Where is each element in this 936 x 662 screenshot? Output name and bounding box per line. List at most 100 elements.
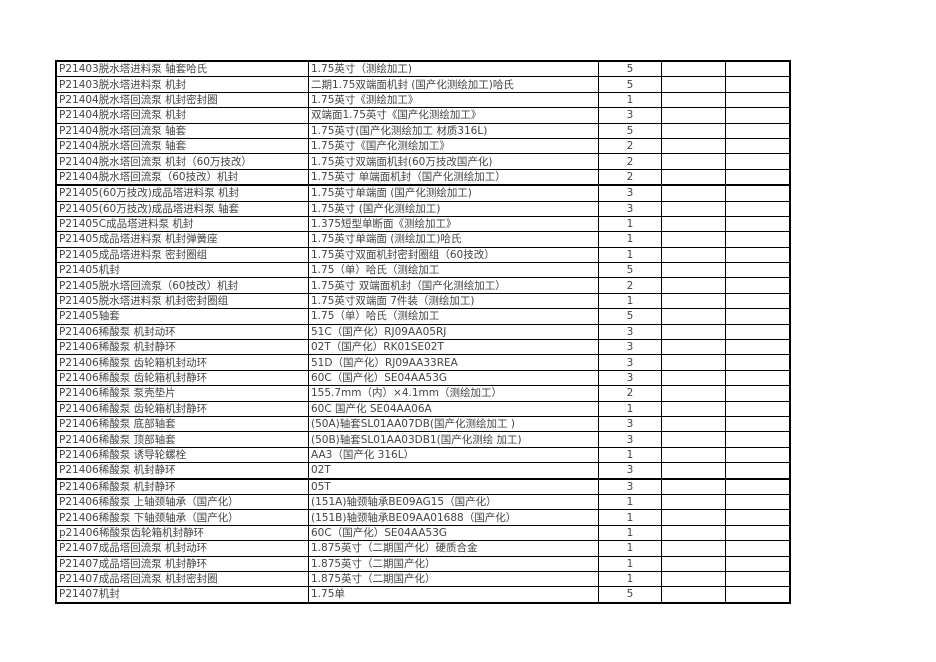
- empty-cell[interactable]: [661, 493, 726, 511]
- empty-cell[interactable]: [725, 354, 791, 371]
- part-name-cell[interactable]: P21407成品塔回流泵 机封动环: [55, 540, 309, 557]
- part-name-cell[interactable]: P21406稀酸泵 齿轮箱机封动环: [55, 354, 309, 371]
- empty-cell[interactable]: [661, 570, 726, 588]
- part-name-cell[interactable]: P21406稀酸泵 诱导轮螺栓: [55, 446, 309, 464]
- quantity-cell[interactable]: 2: [598, 277, 662, 294]
- spec-cell[interactable]: 1.75英寸(国产化测绘加工 材质316L): [308, 122, 599, 139]
- empty-cell[interactable]: [725, 215, 791, 233]
- part-name-cell[interactable]: P21405(60万技改)成品塔进料泵 机封: [55, 184, 309, 202]
- empty-cell[interactable]: [725, 277, 791, 294]
- empty-cell[interactable]: [725, 60, 791, 78]
- empty-cell[interactable]: [661, 354, 726, 371]
- part-name-cell[interactable]: P21404脱水塔回流泵 机封（60万技改）: [55, 153, 309, 170]
- empty-cell[interactable]: [725, 153, 791, 170]
- quantity-cell[interactable]: 1: [598, 446, 662, 464]
- empty-cell[interactable]: [661, 60, 726, 78]
- empty-cell[interactable]: [661, 184, 726, 202]
- part-name-cell[interactable]: P21406稀酸泵 齿轮箱机封静环: [55, 369, 309, 387]
- part-name-cell[interactable]: P21405轴套: [55, 308, 309, 325]
- empty-cell[interactable]: [725, 462, 791, 480]
- part-name-cell[interactable]: P21406稀酸泵 下轴颈轴承（国产化）: [55, 509, 309, 526]
- spec-cell[interactable]: 60C 国产化 SE04AA06A: [308, 400, 599, 417]
- part-name-cell[interactable]: P21405脱水塔回流泵（60技改）机封: [55, 277, 309, 294]
- spec-cell[interactable]: 1.75英寸 (国产化测绘加工): [308, 200, 599, 217]
- spec-cell[interactable]: 1.75英寸单端面 (测绘加工)哈氏: [308, 231, 599, 248]
- spec-cell[interactable]: 1.75英寸双面机封密封圈组（60技改）: [308, 246, 599, 264]
- empty-cell[interactable]: [725, 400, 791, 417]
- part-name-cell[interactable]: P21407机封: [55, 586, 309, 604]
- empty-cell[interactable]: [725, 586, 791, 604]
- empty-cell[interactable]: [661, 509, 726, 526]
- empty-cell[interactable]: [725, 369, 791, 387]
- part-name-cell[interactable]: P21405脱水塔进料泵 机封密封圈组: [55, 292, 309, 310]
- quantity-cell[interactable]: 3: [598, 477, 662, 495]
- quantity-cell[interactable]: 3: [598, 339, 662, 356]
- empty-cell[interactable]: [725, 246, 791, 264]
- part-name-cell[interactable]: P21405成品塔进料泵 机封弹簧座: [55, 231, 309, 248]
- empty-cell[interactable]: [661, 446, 726, 464]
- spec-cell[interactable]: 1.875英寸（二期国产化）: [308, 570, 599, 588]
- empty-cell[interactable]: [725, 446, 791, 464]
- quantity-cell[interactable]: 3: [598, 323, 662, 341]
- spec-cell[interactable]: 51C（国产化）RJ09AA05RJ: [308, 323, 599, 341]
- spec-cell[interactable]: 1.75英寸《测绘加工》: [308, 91, 599, 109]
- spec-cell[interactable]: 1.75英寸 双端面机封（国产化测绘加工）: [308, 277, 599, 294]
- empty-cell[interactable]: [661, 431, 726, 448]
- empty-cell[interactable]: [661, 91, 726, 109]
- spec-cell[interactable]: 1.75英寸双端面机封(60万技改国产化): [308, 153, 599, 170]
- empty-cell[interactable]: [725, 431, 791, 448]
- empty-cell[interactable]: [725, 292, 791, 310]
- part-name-cell[interactable]: P21406稀酸泵 机封静环: [55, 477, 309, 495]
- spec-cell[interactable]: 02T（国产化）RK01SE02T: [308, 339, 599, 356]
- quantity-cell[interactable]: 3: [598, 354, 662, 371]
- spec-cell[interactable]: 双端面1.75英寸《国产化测绘加工》: [308, 107, 599, 124]
- spec-cell[interactable]: (50A)轴套SL01AA07DB(国产化测绘加工 ): [308, 415, 599, 433]
- empty-cell[interactable]: [725, 415, 791, 433]
- empty-cell[interactable]: [725, 339, 791, 356]
- part-name-cell[interactable]: P21403脱水塔进料泵 轴套哈氏: [55, 60, 309, 78]
- spec-cell[interactable]: 1.75英寸双端面 7件装（测绘加工): [308, 292, 599, 310]
- empty-cell[interactable]: [661, 153, 726, 170]
- empty-cell[interactable]: [661, 415, 726, 433]
- part-name-cell[interactable]: P21407成品塔回流泵 机封密封圈: [55, 570, 309, 588]
- quantity-cell[interactable]: 1: [598, 215, 662, 233]
- empty-cell[interactable]: [661, 385, 726, 402]
- part-name-cell[interactable]: P21405成品塔进料泵 密封圈组: [55, 246, 309, 264]
- quantity-cell[interactable]: 2: [598, 385, 662, 402]
- part-name-cell[interactable]: P21407成品塔回流泵 机封静环: [55, 555, 309, 572]
- empty-cell[interactable]: [661, 323, 726, 341]
- empty-cell[interactable]: [661, 137, 726, 155]
- part-name-cell[interactable]: p21406稀酸泵齿轮箱机封静环: [55, 524, 309, 542]
- quantity-cell[interactable]: 3: [598, 462, 662, 480]
- quantity-cell[interactable]: 1: [598, 509, 662, 526]
- quantity-cell[interactable]: 3: [598, 200, 662, 217]
- spec-cell[interactable]: 二期1.75双端面机封 (国产化测绘加工)哈氏: [308, 76, 599, 93]
- quantity-cell[interactable]: 1: [598, 91, 662, 109]
- spec-cell[interactable]: 51D（国产化）RJ09AA33REA: [308, 354, 599, 371]
- part-name-cell[interactable]: P21406稀酸泵 上轴颈轴承（国产化）: [55, 493, 309, 511]
- quantity-cell[interactable]: 1: [598, 246, 662, 264]
- spec-cell[interactable]: 02T: [308, 462, 599, 480]
- quantity-cell[interactable]: 1: [598, 570, 662, 588]
- part-name-cell[interactable]: P21404脱水塔回流泵（60技改）机封: [55, 168, 309, 186]
- part-name-cell[interactable]: P21404脱水塔回流泵 轴套: [55, 137, 309, 155]
- empty-cell[interactable]: [725, 477, 791, 495]
- quantity-cell[interactable]: 3: [598, 107, 662, 124]
- empty-cell[interactable]: [661, 262, 726, 279]
- part-name-cell[interactable]: P21406稀酸泵 机封动环: [55, 323, 309, 341]
- part-name-cell[interactable]: P21406稀酸泵 顶部轴套: [55, 431, 309, 448]
- spec-cell[interactable]: 1.875英寸（二期国产化）: [308, 555, 599, 572]
- spec-cell[interactable]: 1.75英寸单端面 (国产化测绘加工): [308, 184, 599, 202]
- spec-cell[interactable]: 1.75英寸《国产化测绘加工》: [308, 137, 599, 155]
- empty-cell[interactable]: [661, 122, 726, 139]
- quantity-cell[interactable]: 1: [598, 540, 662, 557]
- empty-cell[interactable]: [661, 246, 726, 264]
- part-name-cell[interactable]: P21404脱水塔回流泵 机封密封圈: [55, 91, 309, 109]
- spec-cell[interactable]: 1.75英寸 单端面机封（国产化测绘加工）: [308, 168, 599, 186]
- quantity-cell[interactable]: 5: [598, 60, 662, 78]
- part-name-cell[interactable]: P21405C成品塔进料泵 机封: [55, 215, 309, 233]
- empty-cell[interactable]: [725, 262, 791, 279]
- spec-cell[interactable]: (50B)轴套SL01AA03DB1(国产化测绘 加工): [308, 431, 599, 448]
- part-name-cell[interactable]: P21406稀酸泵 机封静环: [55, 462, 309, 480]
- empty-cell[interactable]: [725, 122, 791, 139]
